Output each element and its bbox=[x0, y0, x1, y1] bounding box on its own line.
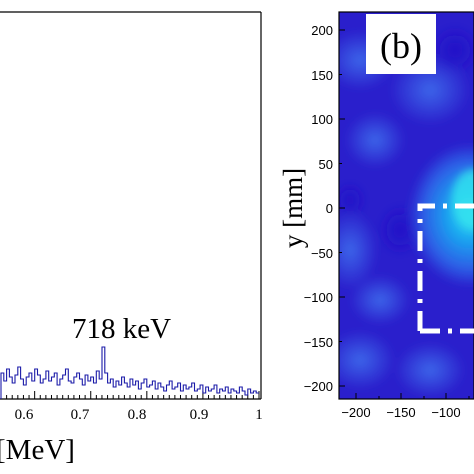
heatmap-image bbox=[339, 12, 474, 399]
x-tick-label: −200 bbox=[341, 405, 370, 420]
y-axis-ticks bbox=[339, 29, 345, 387]
map-frame bbox=[338, 11, 474, 400]
spectrum-line bbox=[0, 346, 259, 399]
x-tick-label: 1 bbox=[255, 407, 263, 423]
y-tick-label: −150 bbox=[304, 335, 333, 350]
x-tick-label: 0.6 bbox=[15, 407, 34, 423]
y-tick-label: −50 bbox=[311, 246, 333, 261]
x-tick-label: −150 bbox=[386, 405, 415, 420]
peak-annotation: 718 keV bbox=[72, 313, 171, 345]
y-tick-label: 0 bbox=[326, 201, 333, 216]
x-tick-label: 0.8 bbox=[128, 407, 147, 423]
x-tick-label: 0.7 bbox=[71, 407, 90, 423]
panel-label-box bbox=[366, 14, 436, 74]
x-tick-label: −100 bbox=[431, 405, 460, 420]
y-tick-label: 150 bbox=[311, 68, 333, 83]
y-tick-label: 100 bbox=[311, 112, 333, 127]
x-axis-ticks-map bbox=[355, 393, 470, 399]
y-tick-label: 50 bbox=[319, 157, 333, 172]
x-axis-label: [MeV] bbox=[0, 434, 75, 466]
x-axis-ticks bbox=[6, 391, 260, 399]
y-tick-label: −100 bbox=[304, 290, 333, 305]
panel-label: (b) bbox=[380, 26, 422, 66]
y-tick-label: −200 bbox=[304, 379, 333, 394]
y-axis-label: y [mm] bbox=[278, 168, 308, 248]
right-map-panel: (b) 200 150 100 50 0 −50 −100 −150 −200 … bbox=[278, 11, 474, 420]
left-spectrum-panel: 718 keV 0.6 0.7 0.8 0.9 1 [MeV] bbox=[0, 11, 263, 466]
region-dash-rectangle bbox=[417, 203, 474, 334]
x-tick-label: 0.9 bbox=[190, 407, 209, 423]
y-tick-label: 200 bbox=[311, 23, 333, 38]
